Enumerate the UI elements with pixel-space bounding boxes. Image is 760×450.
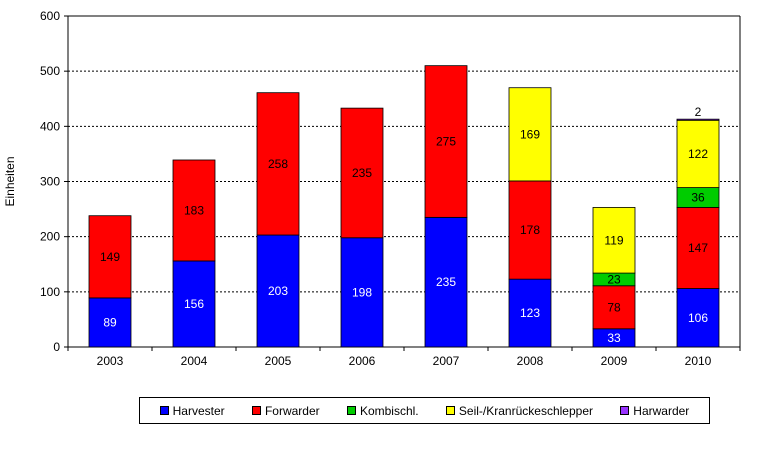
x-tick-label: 2009 <box>601 354 628 368</box>
data-label: 89 <box>103 315 117 329</box>
legend-item: Kombischl. <box>346 403 419 418</box>
data-label: 149 <box>100 250 120 264</box>
data-label: 33 <box>607 331 621 345</box>
y-tick-label: 400 <box>40 119 60 133</box>
x-tick-label: 2004 <box>181 354 208 368</box>
data-label: 258 <box>268 157 288 171</box>
data-label: 36 <box>691 190 705 204</box>
bar-segment-seil-kranr-ckeschlepper <box>508 87 552 182</box>
legend-label: Harvester <box>172 403 225 418</box>
data-label: 235 <box>352 166 372 180</box>
bar-segment-harvester <box>676 288 720 348</box>
y-tick-label: 300 <box>40 175 60 189</box>
bar-segment-forwarder <box>88 215 132 299</box>
data-label: 147 <box>688 241 708 255</box>
x-tick-label: 2005 <box>265 354 292 368</box>
data-label: 178 <box>520 223 540 237</box>
legend-label: Kombischl. <box>359 403 419 418</box>
bar-segment-harwarder <box>676 118 720 121</box>
data-label: 203 <box>268 284 288 298</box>
data-label: 78 <box>607 300 621 314</box>
bar-segment-harvester <box>172 260 216 348</box>
bar-segment-harvester <box>88 297 132 348</box>
y-tick-label: 200 <box>40 230 60 244</box>
bar-segment-harvester <box>340 237 384 348</box>
legend-swatch <box>251 406 261 415</box>
legend-swatch <box>346 406 356 415</box>
data-label: 23 <box>607 272 621 286</box>
legend-swatch <box>620 406 630 415</box>
data-label: 275 <box>436 135 456 149</box>
legend-label: Harwarder <box>633 403 690 418</box>
y-axis-title: Einheiten <box>3 156 17 206</box>
legend-swatch <box>445 406 455 415</box>
bar-segment-harvester <box>256 234 300 348</box>
legend-item: Harwarder <box>620 404 689 418</box>
bar-segment-forwarder <box>424 65 468 218</box>
data-label: 119 <box>604 233 623 247</box>
x-tick-label: 2006 <box>349 354 376 368</box>
bar-segment-forwarder <box>340 107 384 239</box>
y-tick-label: 100 <box>40 285 60 299</box>
bar-segment-forwarder <box>172 159 216 262</box>
x-tick-label: 2010 <box>685 354 712 368</box>
legend-label: Seil-/Kranrückeschlepper <box>458 403 593 418</box>
data-label: 169 <box>520 127 540 141</box>
bar-segment-forwarder <box>676 207 720 289</box>
data-label: 2 <box>695 105 702 119</box>
legend-swatch <box>159 406 169 415</box>
bar-segment-forwarder <box>592 285 636 330</box>
x-tick-label: 2007 <box>433 354 460 368</box>
bar-segment-forwarder <box>256 92 300 236</box>
data-label: 106 <box>688 311 708 325</box>
legend-label: Forwarder <box>264 403 320 418</box>
data-label: 198 <box>352 285 372 299</box>
legend-item: Harvester <box>159 403 225 418</box>
data-label: 156 <box>184 297 204 311</box>
legend-item: Forwarder <box>251 403 320 418</box>
y-tick-label: 0 <box>53 340 60 354</box>
data-label: 122 <box>688 147 708 161</box>
x-tick-label: 2008 <box>517 354 544 368</box>
y-tick-label: 600 <box>40 9 60 23</box>
legend-item: Seil-/Kranrückeschlepper <box>445 403 593 418</box>
bar-segment-seil-kranr-ckeschlepper <box>592 207 636 274</box>
x-tick-label: 2003 <box>97 354 124 368</box>
data-label: 235 <box>436 275 456 289</box>
bar-segment-harvester <box>424 216 468 348</box>
data-label: 123 <box>520 306 540 320</box>
y-tick-label: 500 <box>40 64 60 78</box>
legend: Harvester Forwarder Kombischl. Seil-/Kranrü… <box>139 397 710 424</box>
data-label: 183 <box>184 203 204 217</box>
